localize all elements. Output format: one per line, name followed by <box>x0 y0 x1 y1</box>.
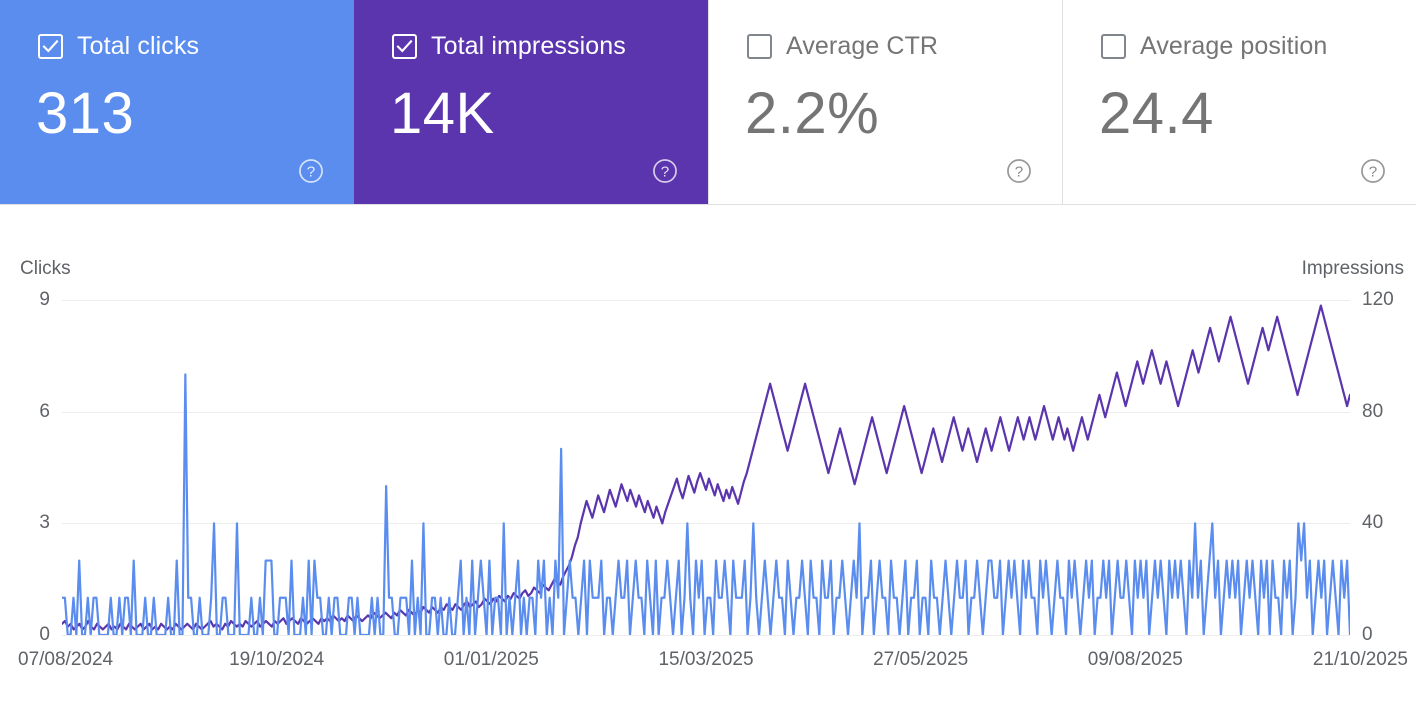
metric-card-label: Average position <box>1140 32 1328 60</box>
metric-card-value: 14K <box>390 81 495 146</box>
left-axis-tick: 0 <box>39 624 50 645</box>
svg-text:?: ? <box>307 163 315 180</box>
x-axis-tick: 19/10/2024 <box>229 649 325 670</box>
help-circle-icon[interactable]: ? <box>298 158 324 184</box>
left-axis-tick: 9 <box>39 289 50 310</box>
series-line-clicks <box>62 373 1350 635</box>
left-axis-tick: 6 <box>39 400 50 422</box>
right-axis-tick: 0 <box>1362 624 1373 645</box>
metric-card-header: Total impressions <box>392 34 626 59</box>
svg-text:?: ? <box>1015 163 1023 180</box>
performance-chart[interactable]: Clicks Impressions 9 6 3 0 120 80 40 0 07/08/2… <box>0 205 1416 718</box>
help-circle-icon[interactable]: ? <box>1360 158 1386 184</box>
series-line-impressions <box>62 304 1350 631</box>
svg-text:?: ? <box>1369 163 1377 180</box>
metric-card-value: 2.2% <box>745 81 880 146</box>
x-axis-tick: 27/05/2025 <box>873 649 969 670</box>
metric-card-total-impressions[interactable]: Total impressions 14K ? <box>354 0 708 204</box>
x-axis-tick: 09/08/2025 <box>1087 649 1183 670</box>
gridline <box>62 411 1350 413</box>
checkbox-unchecked-icon[interactable] <box>747 34 772 59</box>
x-axis-tick: 07/08/2024 <box>18 649 114 670</box>
x-axis-tick: 01/01/2025 <box>443 649 539 670</box>
metric-card-value: 24.4 <box>1099 81 1214 146</box>
gridline <box>62 300 1350 301</box>
x-axis-tick: 21/10/2025 <box>1312 649 1408 670</box>
svg-text:?: ? <box>661 163 669 180</box>
checkbox-unchecked-icon[interactable] <box>1101 34 1126 59</box>
metric-card-header: Average CTR <box>747 34 938 59</box>
right-axis-tick: 120 <box>1362 289 1394 310</box>
metric-card-average-ctr[interactable]: Average CTR 2.2% ? <box>708 0 1062 204</box>
metric-card-label: Total impressions <box>431 32 626 60</box>
metric-card-total-clicks[interactable]: Total clicks 313 ? <box>0 0 354 204</box>
help-circle-icon[interactable]: ? <box>652 158 678 184</box>
metric-card-value: 313 <box>36 81 135 146</box>
chart-series-svg <box>62 304 1350 635</box>
metric-card-average-position[interactable]: Average position 24.4 ? <box>1062 0 1416 204</box>
metric-card-label: Average CTR <box>786 32 939 60</box>
x-axis-tick: 15/03/2025 <box>658 649 754 670</box>
metric-card-header: Average position <box>1101 34 1327 59</box>
right-axis-tick: 40 <box>1362 512 1384 534</box>
checkbox-checked-icon[interactable] <box>38 34 63 59</box>
chart-plot-area[interactable] <box>62 300 1350 635</box>
right-axis-tick: 80 <box>1362 400 1384 422</box>
metric-cards-row: Total clicks 313 ? Total impressions 14K… <box>0 0 1416 205</box>
help-circle-icon[interactable]: ? <box>1006 158 1032 184</box>
left-axis-tick: 3 <box>39 512 50 534</box>
gridline <box>62 523 1350 525</box>
gridline <box>62 635 1350 636</box>
checkbox-checked-icon[interactable] <box>392 34 417 59</box>
metric-card-label: Total clicks <box>77 32 200 60</box>
metric-card-header: Total clicks <box>38 34 199 59</box>
right-axis-title: Impressions <box>1301 258 1404 279</box>
left-axis-title: Clicks <box>20 258 71 279</box>
